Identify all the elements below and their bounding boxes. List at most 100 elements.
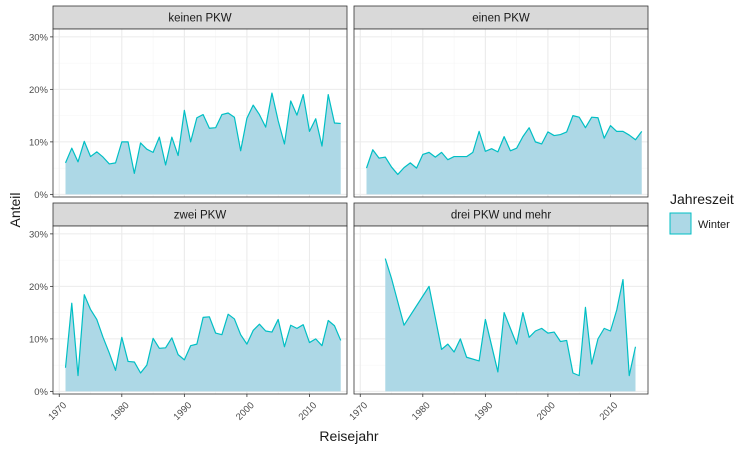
- data-point: [278, 120, 279, 121]
- data-point: [340, 123, 341, 124]
- data-point: [535, 330, 536, 331]
- x-tick-label: 1990: [472, 400, 495, 423]
- data-point: [541, 143, 542, 144]
- data-point: [422, 154, 423, 155]
- data-point: [102, 157, 103, 158]
- legend-key-winter: [669, 212, 692, 235]
- data-point: [203, 317, 204, 318]
- x-tick-label: 1980: [109, 400, 132, 423]
- area-winter: [65, 294, 341, 392]
- data-point: [140, 372, 141, 373]
- y-tick-label: 0%: [34, 387, 48, 398]
- y-tick-label: 30%: [29, 229, 49, 240]
- data-point: [466, 156, 467, 157]
- x-tick-label: 2010: [297, 400, 320, 423]
- data-point: [403, 167, 404, 168]
- data-point: [115, 370, 116, 371]
- data-point: [378, 158, 379, 159]
- data-point: [71, 148, 72, 149]
- panel-2: einen PKW: [353, 5, 649, 198]
- data-point: [303, 324, 304, 325]
- panel-4: drei PKW und mehr 1970 1980 1990 2000 2010: [347, 202, 649, 423]
- x-tick-label: 1980: [410, 400, 433, 423]
- data-point: [228, 112, 229, 113]
- x-tick-label: 2000: [234, 400, 257, 423]
- data-point: [604, 138, 605, 139]
- panel-border: [353, 225, 649, 395]
- data-point: [196, 117, 197, 118]
- data-point: [84, 141, 85, 142]
- facet-strip-label: einen PKW: [472, 13, 530, 25]
- data-point: [284, 143, 285, 144]
- data-point: [610, 330, 611, 331]
- data-point: [321, 345, 322, 346]
- data-point: [541, 328, 542, 329]
- data-point: [246, 344, 247, 345]
- data-point: [385, 157, 386, 158]
- data-point: [203, 114, 204, 115]
- data-point: [134, 361, 135, 362]
- data-point: [385, 258, 386, 259]
- data-point: [334, 122, 335, 123]
- data-point: [309, 131, 310, 132]
- data-point: [547, 131, 548, 132]
- data-point: [428, 286, 429, 287]
- data-point: [610, 125, 611, 126]
- data-point: [616, 309, 617, 310]
- data-point: [441, 152, 442, 153]
- data-point: [102, 337, 103, 338]
- y-tick-label: 30%: [29, 32, 49, 43]
- data-point: [522, 136, 523, 137]
- data-point: [334, 325, 335, 326]
- data-point: [485, 151, 486, 152]
- data-point: [84, 294, 85, 295]
- data-point: [65, 162, 66, 163]
- data-point: [366, 168, 367, 169]
- data-point: [259, 324, 260, 325]
- x-tick-label: 2000: [535, 400, 558, 423]
- data-point: [127, 141, 128, 142]
- area-winter: [65, 93, 341, 195]
- panels-layer: keinen PKW 0% 10% 20% 30% einen PKW zwei PKW 0%…: [29, 5, 649, 423]
- data-point: [159, 137, 160, 138]
- data-point: [641, 131, 642, 132]
- data-point: [134, 173, 135, 174]
- data-point: [416, 168, 417, 169]
- data-point: [184, 110, 185, 111]
- data-point: [253, 105, 254, 106]
- data-point: [410, 162, 411, 163]
- data-point: [591, 117, 592, 118]
- panel-border: [52, 28, 348, 198]
- data-point: [159, 348, 160, 349]
- data-point: [460, 156, 461, 157]
- data-point: [71, 303, 72, 304]
- data-point: [178, 155, 179, 156]
- data-point: [303, 94, 304, 95]
- data-point: [121, 337, 122, 338]
- data-point: [397, 174, 398, 175]
- data-point: [146, 365, 147, 366]
- data-point: [146, 149, 147, 150]
- data-point: [516, 344, 517, 345]
- data-point: [77, 375, 78, 376]
- data-point: [209, 128, 210, 129]
- data-point: [572, 372, 573, 373]
- line-winter: [365, 115, 643, 176]
- line-winter: [64, 294, 342, 377]
- data-point: [65, 367, 66, 368]
- area-winter: [385, 258, 636, 392]
- data-point: [585, 307, 586, 308]
- data-point: [259, 114, 260, 115]
- data-point: [547, 333, 548, 334]
- legend-label-winter: Winter: [698, 219, 730, 231]
- data-point: [240, 334, 241, 335]
- data-point: [447, 159, 448, 160]
- data-point: [504, 136, 505, 137]
- data-point: [90, 156, 91, 157]
- data-point: [309, 342, 310, 343]
- data-point: [221, 114, 222, 115]
- data-point: [479, 360, 480, 361]
- data-point: [265, 127, 266, 128]
- panel-3: zwei PKW 0% 10% 20% 30% 1970 1980 1990 2000 2010: [29, 202, 348, 423]
